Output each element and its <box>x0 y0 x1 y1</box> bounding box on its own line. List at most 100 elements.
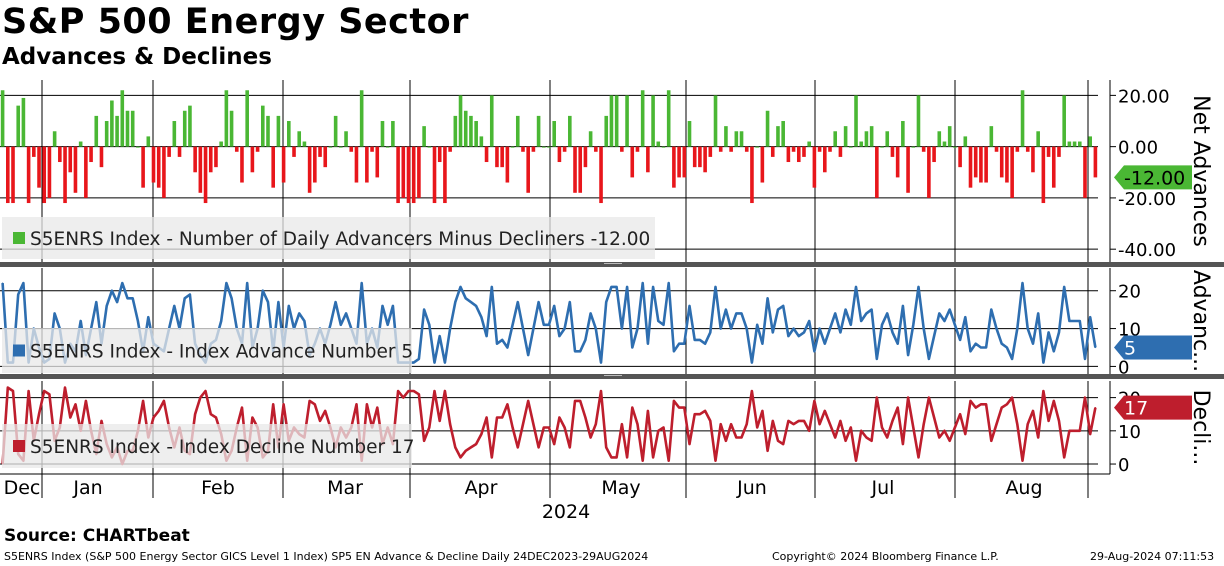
bar <box>156 146 161 188</box>
data-point <box>683 343 685 345</box>
bar <box>713 95 718 147</box>
data-point <box>470 301 472 303</box>
data-point <box>1032 410 1034 412</box>
tick-label: -20.00 <box>1118 189 1176 210</box>
data-point <box>621 423 623 425</box>
bar <box>828 146 832 152</box>
data-point <box>1063 456 1065 458</box>
data-point <box>1053 350 1055 352</box>
data-point <box>1063 286 1065 288</box>
bar <box>1083 146 1087 198</box>
bar <box>287 121 291 147</box>
data-point <box>511 324 514 326</box>
data-point <box>845 440 847 442</box>
bar <box>718 146 723 152</box>
data-point <box>871 440 873 442</box>
data-point <box>673 400 675 402</box>
bar <box>984 146 988 183</box>
bar <box>16 105 21 147</box>
bar <box>255 146 260 152</box>
data-point <box>876 358 878 360</box>
bar <box>73 146 78 193</box>
bar <box>271 146 275 188</box>
bar <box>625 95 629 147</box>
bar <box>146 136 151 147</box>
bar <box>927 146 931 198</box>
bar <box>47 146 52 198</box>
bar <box>401 146 406 198</box>
bar <box>1072 141 1077 147</box>
data-point <box>475 443 477 445</box>
data-point <box>303 320 306 322</box>
bar <box>1046 146 1051 157</box>
data-point <box>116 301 118 303</box>
data-point <box>704 410 706 412</box>
data-point <box>787 420 789 422</box>
data-point <box>106 305 108 307</box>
tick-label: 20.00 <box>1118 86 1170 107</box>
data-point <box>808 430 810 432</box>
data-point <box>1068 430 1070 432</box>
bar <box>770 146 775 157</box>
data-point <box>746 327 748 330</box>
bar <box>1077 141 1082 147</box>
bar <box>32 146 36 157</box>
data-point <box>824 343 826 345</box>
bar <box>58 146 62 163</box>
bar <box>823 146 827 173</box>
data-point <box>517 301 519 303</box>
data-point <box>678 343 680 345</box>
data-point <box>215 416 217 419</box>
data-point <box>600 362 602 364</box>
bar <box>276 115 281 147</box>
bar <box>786 146 791 163</box>
data-point <box>392 305 394 307</box>
data-point <box>1058 420 1060 422</box>
data-point <box>595 423 597 425</box>
data-point <box>548 324 550 326</box>
data-point <box>803 331 805 333</box>
bar <box>1062 95 1066 147</box>
data-point <box>366 403 368 405</box>
data-point <box>433 390 436 392</box>
data-point <box>433 362 436 364</box>
data-point <box>975 343 977 345</box>
data-point <box>444 390 446 392</box>
tick-label: 10 <box>1118 422 1141 443</box>
month-label: Feb <box>201 477 235 499</box>
data-point <box>772 331 774 333</box>
bar <box>1015 146 1020 152</box>
data-point <box>298 312 300 315</box>
data-point <box>142 400 144 402</box>
bar <box>937 131 942 147</box>
bar <box>380 121 385 147</box>
bar <box>651 95 655 147</box>
bar <box>266 115 270 147</box>
bar <box>219 141 223 147</box>
data-point <box>772 420 774 422</box>
data-point <box>527 354 529 356</box>
tick-label: 10 <box>1118 320 1141 341</box>
data-point <box>210 413 212 415</box>
data-point <box>834 312 836 315</box>
data-point <box>230 297 233 299</box>
data-point <box>959 339 961 341</box>
month-label: Jul <box>871 477 895 499</box>
data-point <box>329 324 332 326</box>
bar <box>807 141 811 147</box>
data-point <box>1079 430 1081 432</box>
tick-label: 0.00 <box>1118 138 1158 159</box>
data-point <box>985 346 987 349</box>
data-point <box>876 397 878 399</box>
bar <box>755 146 759 148</box>
data-point <box>48 393 51 395</box>
data-point <box>444 362 446 364</box>
data-point <box>267 301 269 303</box>
bar <box>620 146 624 152</box>
data-point <box>246 282 248 284</box>
data-point <box>548 426 550 429</box>
data-point <box>652 456 654 458</box>
data-point <box>980 346 982 349</box>
data-point <box>475 305 477 307</box>
